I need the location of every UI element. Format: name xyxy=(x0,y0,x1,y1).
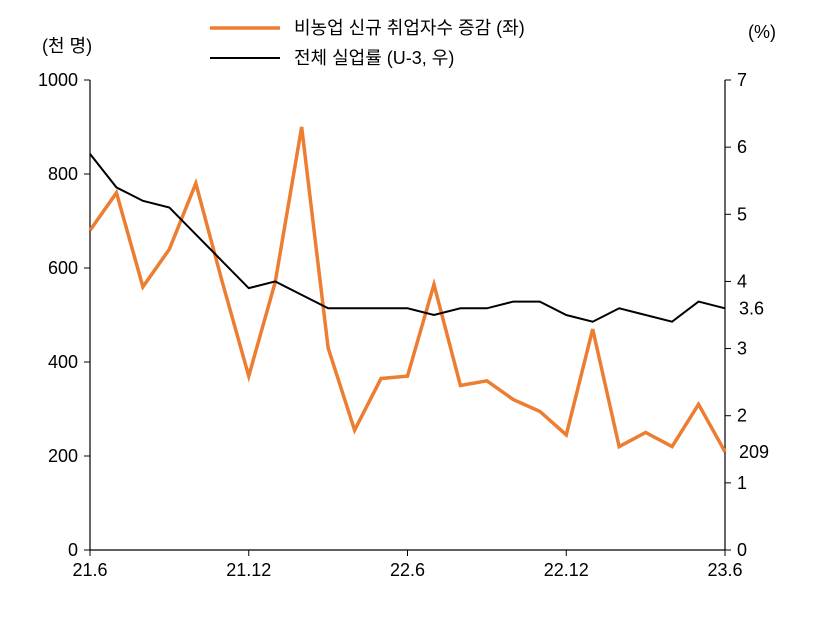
left-axis-label: (천 명) xyxy=(42,36,92,56)
x-tick-label: 23.6 xyxy=(707,560,742,580)
right-tick-label: 7 xyxy=(737,70,747,90)
series-unemployment_rate xyxy=(90,154,725,322)
left-tick-label: 0 xyxy=(68,540,78,560)
right-tick-label: 4 xyxy=(737,271,747,291)
left-tick-label: 600 xyxy=(48,258,78,278)
x-tick-label: 21.6 xyxy=(72,560,107,580)
right-tick-label: 6 xyxy=(737,137,747,157)
x-tick-label: 21.12 xyxy=(226,560,271,580)
legend-label: 비농업 신규 취업자수 증감 (좌) xyxy=(294,18,525,38)
left-tick-label: 200 xyxy=(48,446,78,466)
right-tick-label: 3 xyxy=(737,339,747,359)
x-tick-label: 22.12 xyxy=(544,560,589,580)
left-tick-label: 1000 xyxy=(38,70,78,90)
end-label-unemployment_rate: 3.6 xyxy=(739,298,764,318)
right-tick-label: 0 xyxy=(737,540,747,560)
line-chart: 0 200 400 600 800 1000 0 1 2 3 4 5 6 7 21.6 21.12 22.6 22… xyxy=(0,0,813,618)
right-tick-label: 1 xyxy=(737,473,747,493)
end-label-nonfarm_payrolls: 209 xyxy=(739,442,769,462)
right-tick-label: 2 xyxy=(737,406,747,426)
series-nonfarm_payrolls xyxy=(90,127,725,452)
left-tick-label: 400 xyxy=(48,352,78,372)
x-tick-label: 22.6 xyxy=(390,560,425,580)
right-tick-label: 5 xyxy=(737,204,747,224)
right-axis-label: (%) xyxy=(748,22,776,42)
chart-container: 0 200 400 600 800 1000 0 1 2 3 4 5 6 7 21.6 21.12 22.6 22… xyxy=(0,0,813,618)
legend-label: 전체 실업률 (U-3, 우) xyxy=(294,48,454,68)
left-tick-label: 800 xyxy=(48,164,78,184)
